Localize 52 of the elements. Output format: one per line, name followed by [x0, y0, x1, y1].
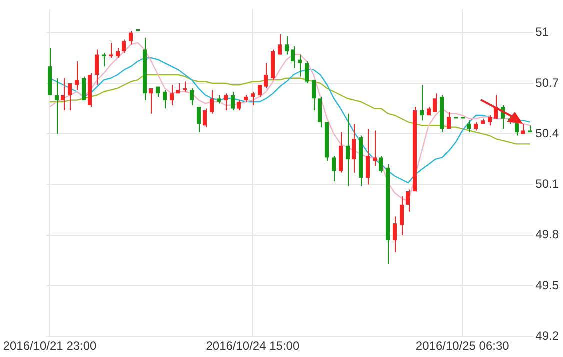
- y-tick-label: 50.4: [536, 126, 560, 140]
- candlestick: [68, 82, 72, 111]
- candlestick: [61, 78, 65, 111]
- candlestick: [393, 216, 397, 253]
- candlestick: [210, 90, 214, 114]
- candlestick: [197, 106, 201, 133]
- candlestick: [224, 93, 228, 111]
- candlestick: [264, 62, 268, 90]
- candlestick: [190, 88, 194, 106]
- x-tick-label: 2016/10/24 15:00: [206, 339, 300, 354]
- candlestick: [373, 130, 377, 167]
- y-tick-label: 49.5: [536, 278, 560, 292]
- y-tick-label: 49.2: [536, 328, 560, 343]
- candlestick: [163, 90, 167, 110]
- candlestick: [55, 78, 59, 135]
- candlestick: [285, 36, 289, 56]
- candlestick: [122, 39, 126, 54]
- candlestick: [433, 93, 437, 113]
- candlestick: [116, 48, 120, 59]
- candlestick: [406, 189, 410, 212]
- y-tick-label: 51: [536, 25, 550, 40]
- x-tick-label: 2016/10/21 23:00: [3, 339, 98, 354]
- candlestick: [366, 128, 370, 186]
- candlestick: [352, 123, 356, 174]
- candlestick: [203, 108, 207, 128]
- candlestick: [170, 84, 174, 106]
- candlestick: [447, 112, 451, 130]
- candlestick: [312, 80, 316, 111]
- candlestick: [258, 84, 262, 98]
- candlestick: [318, 96, 322, 128]
- candlestick: [346, 113, 350, 187]
- x-tick-label: 2016/10/25 06:30: [416, 339, 510, 354]
- candlestick: [400, 196, 404, 236]
- y-tick-label: 49.8: [536, 228, 560, 242]
- candlestick: [75, 61, 79, 91]
- candlestick: [305, 61, 309, 84]
- candlestick: [278, 34, 282, 56]
- candlestick: [95, 49, 99, 86]
- y-tick-label: 50.1: [536, 177, 560, 192]
- candlestick: [291, 46, 295, 69]
- candlestick: [488, 115, 492, 126]
- candlestick: [237, 100, 241, 111]
- candlestick: [379, 156, 383, 174]
- candlestick: [149, 88, 153, 114]
- candlestick: [251, 91, 255, 106]
- y-tick-label: 50.7: [536, 76, 560, 90]
- candlestick: [231, 91, 235, 111]
- candlestick: [420, 84, 424, 122]
- candlestick: [82, 76, 86, 101]
- candlestick: [332, 156, 336, 182]
- candlestick: [129, 30, 133, 46]
- candlestick: [467, 120, 471, 133]
